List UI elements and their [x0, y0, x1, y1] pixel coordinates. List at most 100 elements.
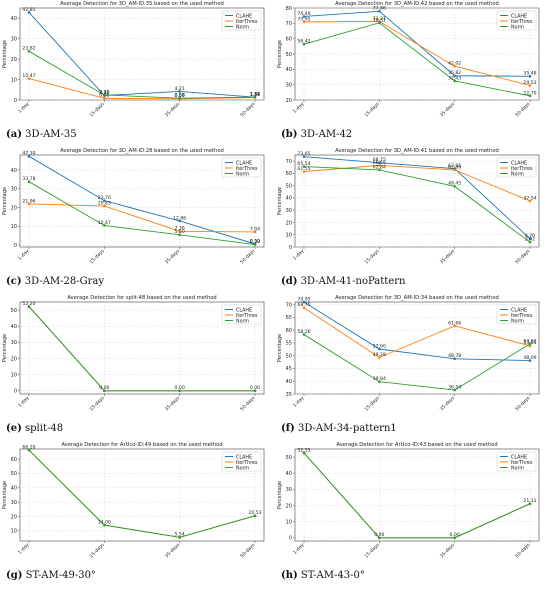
data-label: 20.53: [248, 510, 261, 516]
data-label: 22.70: [523, 90, 536, 96]
legend-label: IterThres: [511, 460, 533, 466]
data-point: [302, 42, 306, 46]
caption-text: ST-AM-43-0°: [300, 570, 365, 581]
data-label: 37.54: [523, 195, 536, 201]
data-point: [103, 523, 106, 527]
plot-frame: [294, 7, 540, 101]
caption-letter: (c): [6, 276, 22, 287]
caption-letter: (f): [281, 423, 295, 434]
data-label: 35.82: [448, 70, 461, 76]
data-label: 0.88: [175, 93, 185, 99]
data-label: 54.62: [523, 338, 536, 344]
caption-letter: (b): [281, 129, 298, 140]
data-point: [178, 219, 181, 223]
x-tick-label: 35-days: [439, 101, 457, 119]
data-point: [528, 342, 532, 346]
data-label: 29.53: [523, 80, 536, 86]
data-point: [453, 64, 456, 68]
chart-title: Average Detection for ArUco-ID:49 based …: [61, 442, 222, 448]
data-point: [253, 514, 257, 518]
data-label: 5.50: [175, 229, 185, 235]
data-label: 0.00: [250, 385, 260, 391]
line-chart-f: Average Detection for 3D_AM-ID:34 based …: [277, 295, 540, 412]
data-point: [528, 359, 532, 362]
chart-title: Average Detection for 3D_AM-ID:42 based …: [335, 1, 499, 7]
data-label: 6.70: [525, 233, 535, 239]
caption-letter: (d): [281, 276, 298, 287]
y-tick-label: 70: [286, 159, 292, 165]
x-tick-label: 50-days: [239, 542, 257, 560]
legend-label: CLAHE: [236, 454, 252, 460]
y-tick-label: 20: [11, 514, 17, 520]
caption-letter: (g): [6, 570, 23, 581]
data-label: 66.55: [373, 160, 386, 166]
data-label: 65.54: [297, 161, 310, 167]
data-point: [453, 79, 456, 83]
legend-label: Norm: [236, 24, 249, 30]
data-label: 10.47: [98, 220, 111, 226]
y-tick-label: 80: [286, 6, 292, 12]
line-chart-h: Average Detection for ArUco-ID:43 based …: [277, 442, 540, 559]
y-tick-label: 20: [11, 356, 17, 362]
x-tick-label: 35-days: [439, 248, 457, 266]
data-label: 23.70: [98, 195, 111, 201]
x-tick-label: 50-days: [239, 395, 257, 413]
data-label: 4.21: [175, 86, 185, 92]
y-tick-label: 20: [286, 220, 292, 226]
chart-panel-h: Average Detection for ArUco-ID:43 based …: [275, 441, 550, 588]
data-label: 62.84: [373, 164, 386, 170]
data-point: [302, 333, 306, 336]
y-axis-label: Percentage: [277, 40, 283, 68]
y-axis-label: Percentage: [2, 40, 8, 68]
y-tick-label: 30: [286, 487, 292, 493]
figure-caption-c: (c) 3D-AM-28-Gray: [6, 276, 104, 287]
data-label: 68.75: [297, 302, 310, 308]
data-label: 74.49: [297, 11, 310, 17]
data-label: 66.20: [22, 445, 35, 451]
chart-title: Average Detection for 3D_AM-ID:41 based …: [335, 148, 499, 154]
series-line-iterthres: [303, 21, 531, 86]
data-point: [453, 388, 456, 392]
data-point: [528, 237, 532, 241]
y-tick-label: 20: [286, 98, 292, 104]
x-tick-label: 15-days: [89, 395, 107, 413]
data-point: [528, 74, 532, 78]
series-line-norm: [303, 334, 531, 391]
data-label: 47.30: [22, 151, 35, 157]
caption-text: ST-AM-49-30°: [25, 570, 96, 581]
y-tick-label: 60: [286, 36, 292, 42]
legend-label: CLAHE: [236, 307, 252, 313]
x-tick-label: 15-days: [89, 101, 107, 119]
y-tick-label: 50: [286, 353, 292, 359]
data-point: [103, 199, 106, 202]
x-tick-label: 1-day: [17, 101, 31, 115]
series-line-norm: [303, 22, 531, 97]
data-label: 0.00: [99, 385, 109, 391]
series-line-iterthres: [303, 307, 531, 359]
data-label: 2.46: [99, 89, 109, 95]
legend-label: Norm: [511, 171, 524, 177]
data-label: 73.65: [297, 151, 310, 157]
legend-label: IterThres: [236, 19, 258, 25]
data-label: 70.95: [297, 16, 310, 22]
y-axis-label: Percentage: [2, 334, 8, 362]
data-label: 58.26: [297, 329, 310, 335]
series-line-norm: [303, 166, 531, 243]
data-point: [253, 389, 257, 393]
data-label: 68.75: [373, 157, 386, 163]
y-tick-label: 30: [11, 500, 17, 506]
data-label: 0.00: [450, 532, 460, 538]
data-point: [528, 94, 532, 98]
series-line-norm: [28, 50, 256, 99]
data-point: [178, 230, 181, 233]
legend-label: IterThres: [236, 460, 258, 466]
data-label: 52.60: [373, 343, 386, 349]
chart-panel-d: Average Detection for 3D_AM-ID:41 based …: [275, 147, 550, 294]
y-tick-label: 40: [286, 196, 292, 202]
y-tick-label: 10: [11, 372, 17, 378]
y-axis-label: Percentage: [277, 481, 283, 509]
x-tick-label: 35-days: [164, 395, 182, 413]
data-point: [453, 357, 456, 361]
data-point: [528, 84, 532, 87]
caption-letter: (h): [281, 570, 298, 581]
